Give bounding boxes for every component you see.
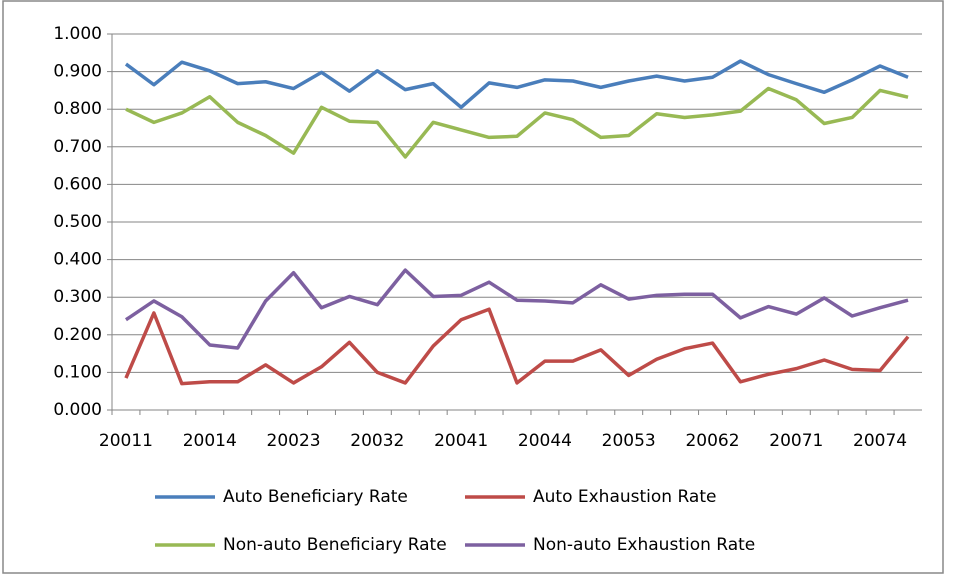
series-line bbox=[124, 268, 909, 350]
x-tick-label: 20032 bbox=[350, 431, 404, 451]
y-tick-label: 0.900 bbox=[53, 62, 102, 82]
y-tick-label: 0.600 bbox=[53, 174, 102, 194]
y-tick-label: 0.300 bbox=[53, 287, 102, 307]
legend-label: Auto Exhaustion Rate bbox=[533, 487, 716, 507]
y-tick-label: 0.400 bbox=[53, 250, 102, 270]
series-line bbox=[124, 59, 909, 110]
y-tick-label: 0.800 bbox=[53, 99, 102, 119]
x-tick-label: 20041 bbox=[434, 431, 488, 451]
x-tick-label: 20062 bbox=[685, 431, 739, 451]
y-tick-label: 0.100 bbox=[53, 362, 102, 382]
y-tick-label: 0.000 bbox=[53, 400, 102, 420]
x-tick-label: 20011 bbox=[99, 431, 153, 451]
y-tick-label: 0.500 bbox=[53, 212, 102, 232]
x-tick-label: 20053 bbox=[602, 431, 656, 451]
series-line bbox=[124, 307, 910, 386]
y-tick-label: 0.700 bbox=[53, 137, 102, 157]
legend-label: Non-auto Beneficiary Rate bbox=[223, 535, 447, 555]
y-tick-label: 0.200 bbox=[53, 325, 102, 345]
x-tick-label: 20014 bbox=[183, 431, 237, 451]
x-tick-label: 20023 bbox=[267, 431, 321, 451]
legend-label: Auto Beneficiary Rate bbox=[223, 487, 408, 507]
y-tick-label: 1.000 bbox=[53, 24, 102, 44]
x-tick-label: 20044 bbox=[518, 431, 572, 451]
legend-label: Non-auto Exhaustion Rate bbox=[533, 535, 755, 555]
x-tick-label: 20074 bbox=[853, 431, 907, 451]
x-tick-label: 20071 bbox=[769, 431, 823, 451]
series-line bbox=[125, 86, 909, 159]
